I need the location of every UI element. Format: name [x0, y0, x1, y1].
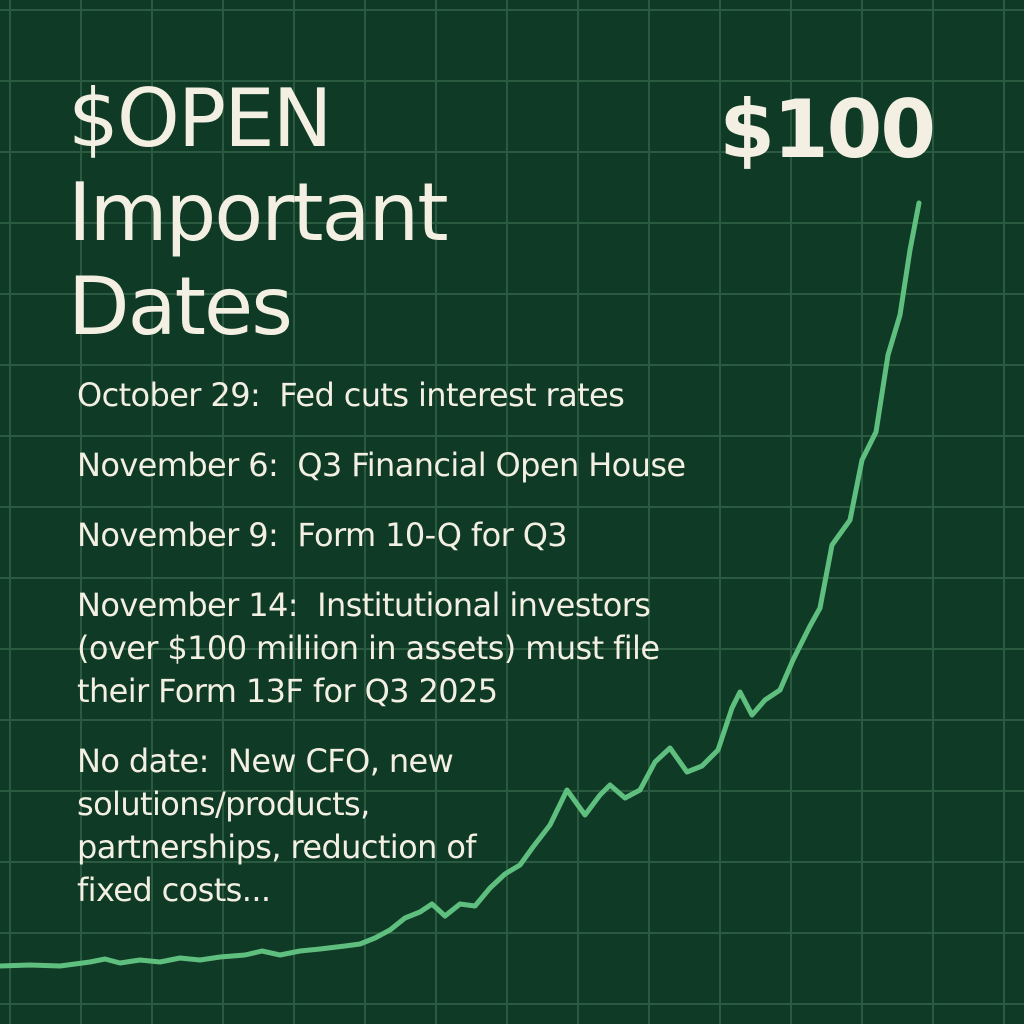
event-date: November 14:: [77, 586, 299, 624]
event-date: November 9:: [77, 516, 279, 554]
event-list: October 29: Fed cuts interest rates Novem…: [77, 374, 737, 939]
event-description: Q3 Financial Open House: [297, 446, 686, 484]
event-item: November 14: Institutional investors (ove…: [77, 584, 737, 713]
price-target-label: $100: [719, 83, 936, 176]
event-date: November 6:: [77, 446, 279, 484]
event-date: No date:: [77, 742, 209, 780]
title-line-dates: Dates: [68, 260, 293, 353]
trend-line-path: [0, 200, 922, 969]
title-line-important: Important: [68, 166, 449, 259]
event-date: October 29:: [77, 376, 261, 414]
event-description: New CFO, new solutions/products, partner…: [77, 742, 477, 909]
event-description: Institutional investors (over $100 milii…: [77, 586, 660, 710]
title-line-ticker: $OPEN: [68, 72, 332, 165]
event-item: October 29: Fed cuts interest rates: [77, 374, 737, 417]
event-item: No date: New CFO, new solutions/products,…: [77, 740, 507, 912]
page-title: $OPEN Important Dates: [68, 72, 449, 354]
event-item: November 9: Form 10-Q for Q3: [77, 514, 737, 557]
event-item: November 6: Q3 Financial Open House: [77, 444, 737, 487]
event-description: Fed cuts interest rates: [279, 376, 625, 414]
event-description: Form 10-Q for Q3: [297, 516, 568, 554]
